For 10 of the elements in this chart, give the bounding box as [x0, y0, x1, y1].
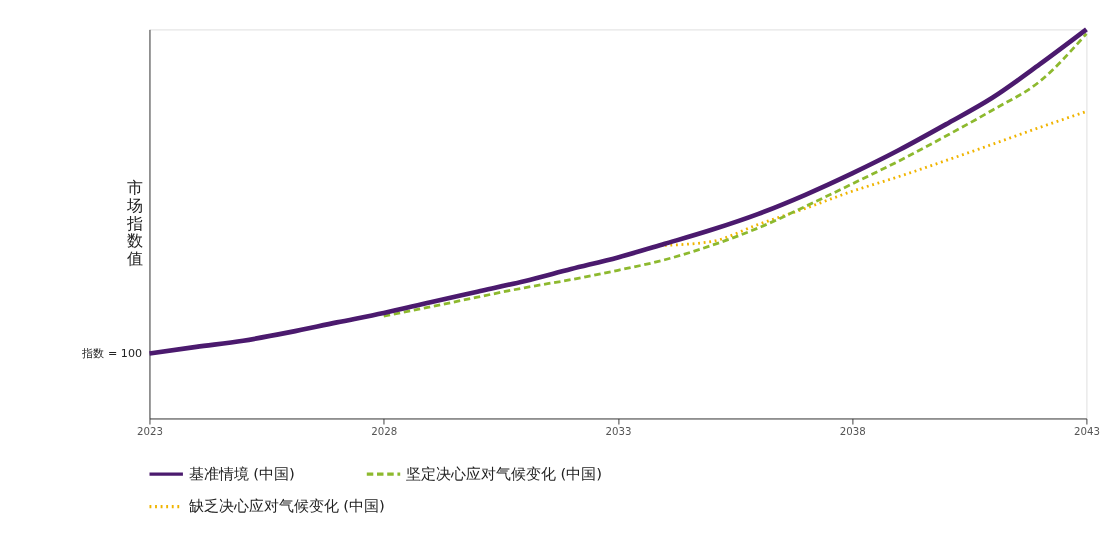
x-tick-label: 2023 — [136, 425, 163, 437]
legend-label: 坚定决心应对气候变化 (中国) — [405, 464, 603, 483]
y-axis-title: 市场指数值 — [126, 178, 144, 268]
legend-label: 缺乏决心应对气候变化 (中国) — [188, 497, 385, 516]
legend-label: 基准情境 (中国) — [188, 464, 295, 483]
annotation: 指数 = 100 — [81, 347, 143, 361]
x-tick-label: 2033 — [605, 425, 632, 437]
x-tick-label: 2043 — [1073, 425, 1100, 437]
x-tick-label: 2028 — [371, 425, 398, 437]
x-tick-label: 2038 — [839, 425, 866, 437]
